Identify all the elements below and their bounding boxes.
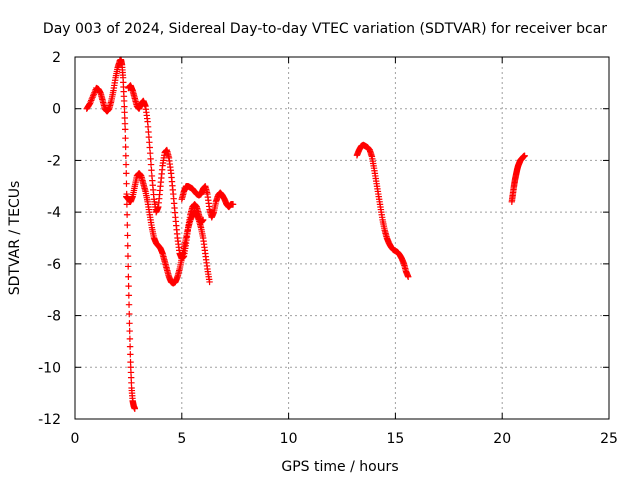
data-point: [121, 126, 129, 133]
data-point: [125, 301, 133, 308]
data-point: [124, 221, 131, 229]
data-point: [126, 343, 134, 350]
x-tick-label: 10: [280, 431, 298, 447]
data-point: [146, 144, 153, 151]
data-point: [124, 242, 131, 249]
data-point: [123, 201, 131, 208]
data-point: [121, 103, 128, 110]
data-point-layer: [83, 56, 528, 412]
y-tick-label: 2: [52, 50, 61, 66]
y-tick-label: -12: [38, 412, 61, 428]
series-arc-f: [508, 152, 528, 205]
data-point: [122, 134, 129, 142]
data-point: [123, 211, 131, 218]
y-tick-label: -10: [38, 360, 61, 376]
data-point: [122, 161, 130, 168]
chart-title: Day 003 of 2024, Sidereal Day-to-day VTE…: [43, 21, 607, 37]
data-point: [147, 155, 154, 163]
data-point: [126, 327, 133, 335]
data-point: [126, 320, 133, 327]
y-tick-label: -4: [47, 205, 61, 221]
y-axis-label: SDTVAR / TECUs: [7, 181, 23, 296]
data-point: [124, 263, 132, 270]
data-point: [121, 109, 128, 116]
data-point: [521, 152, 528, 159]
data-point: [122, 143, 129, 151]
tick-layer: [74, 56, 610, 420]
x-tick-label: 25: [600, 431, 618, 447]
x-tick-label: 0: [71, 431, 80, 447]
x-tick-label: 5: [177, 431, 186, 447]
data-point: [123, 170, 130, 177]
data-point: [121, 120, 129, 127]
series-arc-d: [178, 183, 237, 221]
y-tick-label: -8: [47, 309, 61, 325]
data-point: [124, 252, 132, 260]
data-point: [125, 282, 132, 290]
plot-frame: [74, 56, 610, 420]
y-tick-label: -2: [47, 153, 61, 169]
data-point: [229, 201, 237, 208]
data-point: [125, 292, 133, 299]
data-point: [123, 180, 130, 187]
data-point: [126, 310, 133, 318]
data-point: [131, 405, 139, 412]
data-point: [148, 167, 155, 174]
data-point: [127, 351, 134, 358]
x-tick-label: 15: [386, 431, 404, 447]
x-axis-label: GPS time / hours: [281, 459, 398, 475]
data-point: [125, 273, 132, 280]
series-arc-c: [125, 82, 207, 262]
data-point: [146, 149, 154, 157]
x-tick-label: 20: [493, 431, 511, 447]
y-tick-label: 0: [52, 102, 61, 118]
series-arc-e: [353, 141, 412, 280]
data-point: [120, 97, 128, 105]
data-point: [122, 152, 130, 159]
data-point: [121, 114, 128, 122]
y-tick-label: -6: [47, 257, 61, 273]
data-point: [405, 273, 412, 280]
data-point: [124, 232, 131, 239]
data-point: [199, 216, 207, 224]
data-point: [126, 335, 134, 343]
data-point: [147, 161, 155, 168]
series-arc-a: [83, 56, 139, 412]
data-point: [206, 278, 213, 286]
